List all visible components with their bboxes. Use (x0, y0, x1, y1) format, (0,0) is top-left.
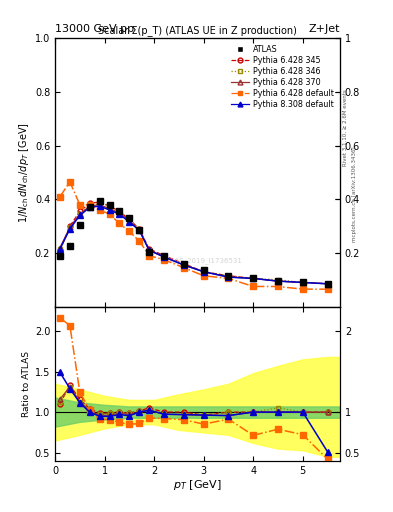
Title: Scalar Σ(p_T) (ATLAS UE in Z production): Scalar Σ(p_T) (ATLAS UE in Z production) (98, 25, 297, 36)
X-axis label: $p_T$ [GeV]: $p_T$ [GeV] (173, 478, 222, 493)
Y-axis label: Ratio to ATLAS: Ratio to ATLAS (22, 351, 31, 417)
Text: Rivet 3.1.10, ≥ 2.6M events: Rivet 3.1.10, ≥ 2.6M events (343, 90, 348, 166)
Y-axis label: $1/N_{\rm ch}\,dN_{\rm ch}/dp_T$ [GeV]: $1/N_{\rm ch}\,dN_{\rm ch}/dp_T$ [GeV] (17, 122, 31, 223)
Text: mcplots.cern.ch [arXiv:1306.3436]: mcplots.cern.ch [arXiv:1306.3436] (352, 147, 357, 242)
Text: ATLAS_2019_I1736531: ATLAS_2019_I1736531 (163, 258, 243, 264)
Legend: ATLAS, Pythia 6.428 345, Pythia 6.428 346, Pythia 6.428 370, Pythia 6.428 defaul: ATLAS, Pythia 6.428 345, Pythia 6.428 34… (228, 42, 336, 111)
Text: 13000 GeV pp: 13000 GeV pp (55, 25, 134, 34)
Text: Z+Jet: Z+Jet (309, 25, 340, 34)
